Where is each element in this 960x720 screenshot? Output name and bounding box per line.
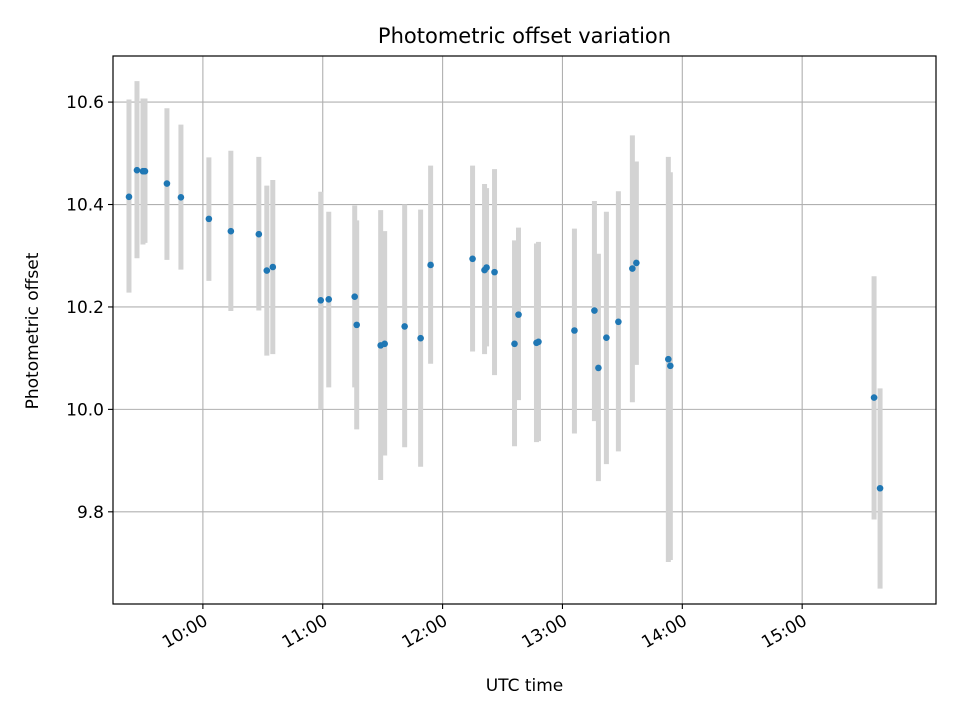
data-point [483, 264, 490, 271]
data-point [511, 340, 518, 348]
data-point [515, 311, 522, 318]
data-point [870, 394, 878, 401]
data-point [633, 259, 640, 267]
y-tick-label: 10.4 [66, 196, 104, 216]
data-points [125, 166, 884, 492]
data-point [417, 334, 424, 342]
data-point [591, 307, 598, 314]
data-point [571, 327, 578, 334]
data-point [629, 265, 636, 272]
data-point [876, 484, 884, 492]
y-tick-label: 9.8 [77, 503, 104, 523]
data-point [353, 321, 361, 329]
data-point [317, 296, 325, 304]
x-axis-title: UTC time [486, 676, 564, 696]
y-tick-label: 10.0 [66, 400, 104, 420]
data-point [401, 323, 408, 330]
data-point [227, 227, 235, 235]
data-point [125, 193, 133, 201]
data-point [381, 340, 388, 348]
data-point [163, 180, 171, 187]
data-point [263, 267, 271, 274]
data-point [133, 166, 141, 174]
data-point [351, 293, 359, 301]
data-point [595, 364, 602, 372]
data-point [615, 318, 622, 326]
chart-title: Photometric offset variation [378, 24, 671, 48]
data-point [269, 263, 277, 271]
data-point [141, 167, 149, 175]
y-tick-label: 10.2 [66, 298, 104, 318]
data-point [535, 338, 542, 346]
y-axis-title: Photometric offset [23, 252, 43, 409]
data-point [665, 355, 672, 363]
data-point [255, 230, 263, 238]
data-point [205, 215, 213, 223]
data-point [491, 268, 498, 276]
data-point [603, 334, 610, 341]
data-point [469, 255, 476, 263]
data-point [667, 362, 674, 370]
data-point [325, 295, 333, 303]
data-point [177, 194, 185, 201]
data-point [427, 261, 434, 269]
plot-area-frame [112, 55, 937, 605]
y-tick-label: 10.6 [66, 93, 104, 113]
